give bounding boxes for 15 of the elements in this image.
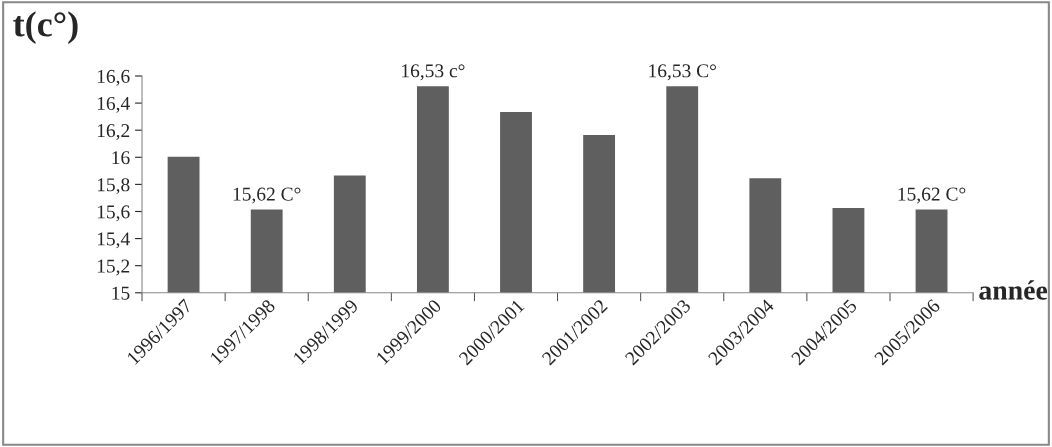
data-label: 15,62 C° <box>233 187 301 204</box>
y-tick-label: 16,6 <box>97 69 130 86</box>
y-axis-title: t(c°) <box>13 11 78 44</box>
data-label: 16,53 C° <box>649 64 716 81</box>
y-tick-label: 15,6 <box>97 205 130 222</box>
y-tick-label: 15,4 <box>97 232 130 249</box>
y-tick-label: 15,8 <box>97 178 130 195</box>
data-label: 15,62 C° <box>898 187 966 204</box>
y-tick-label: 15 <box>112 286 130 300</box>
y-tick-label: 16,4 <box>97 96 130 113</box>
y-tick-label: 15,2 <box>97 259 130 276</box>
y-tick-label: 16 <box>112 151 130 165</box>
x-axis-title: année <box>979 280 1048 300</box>
y-tick-label: 16,2 <box>97 124 130 140</box>
data-label: 16,53 c° <box>402 64 465 81</box>
